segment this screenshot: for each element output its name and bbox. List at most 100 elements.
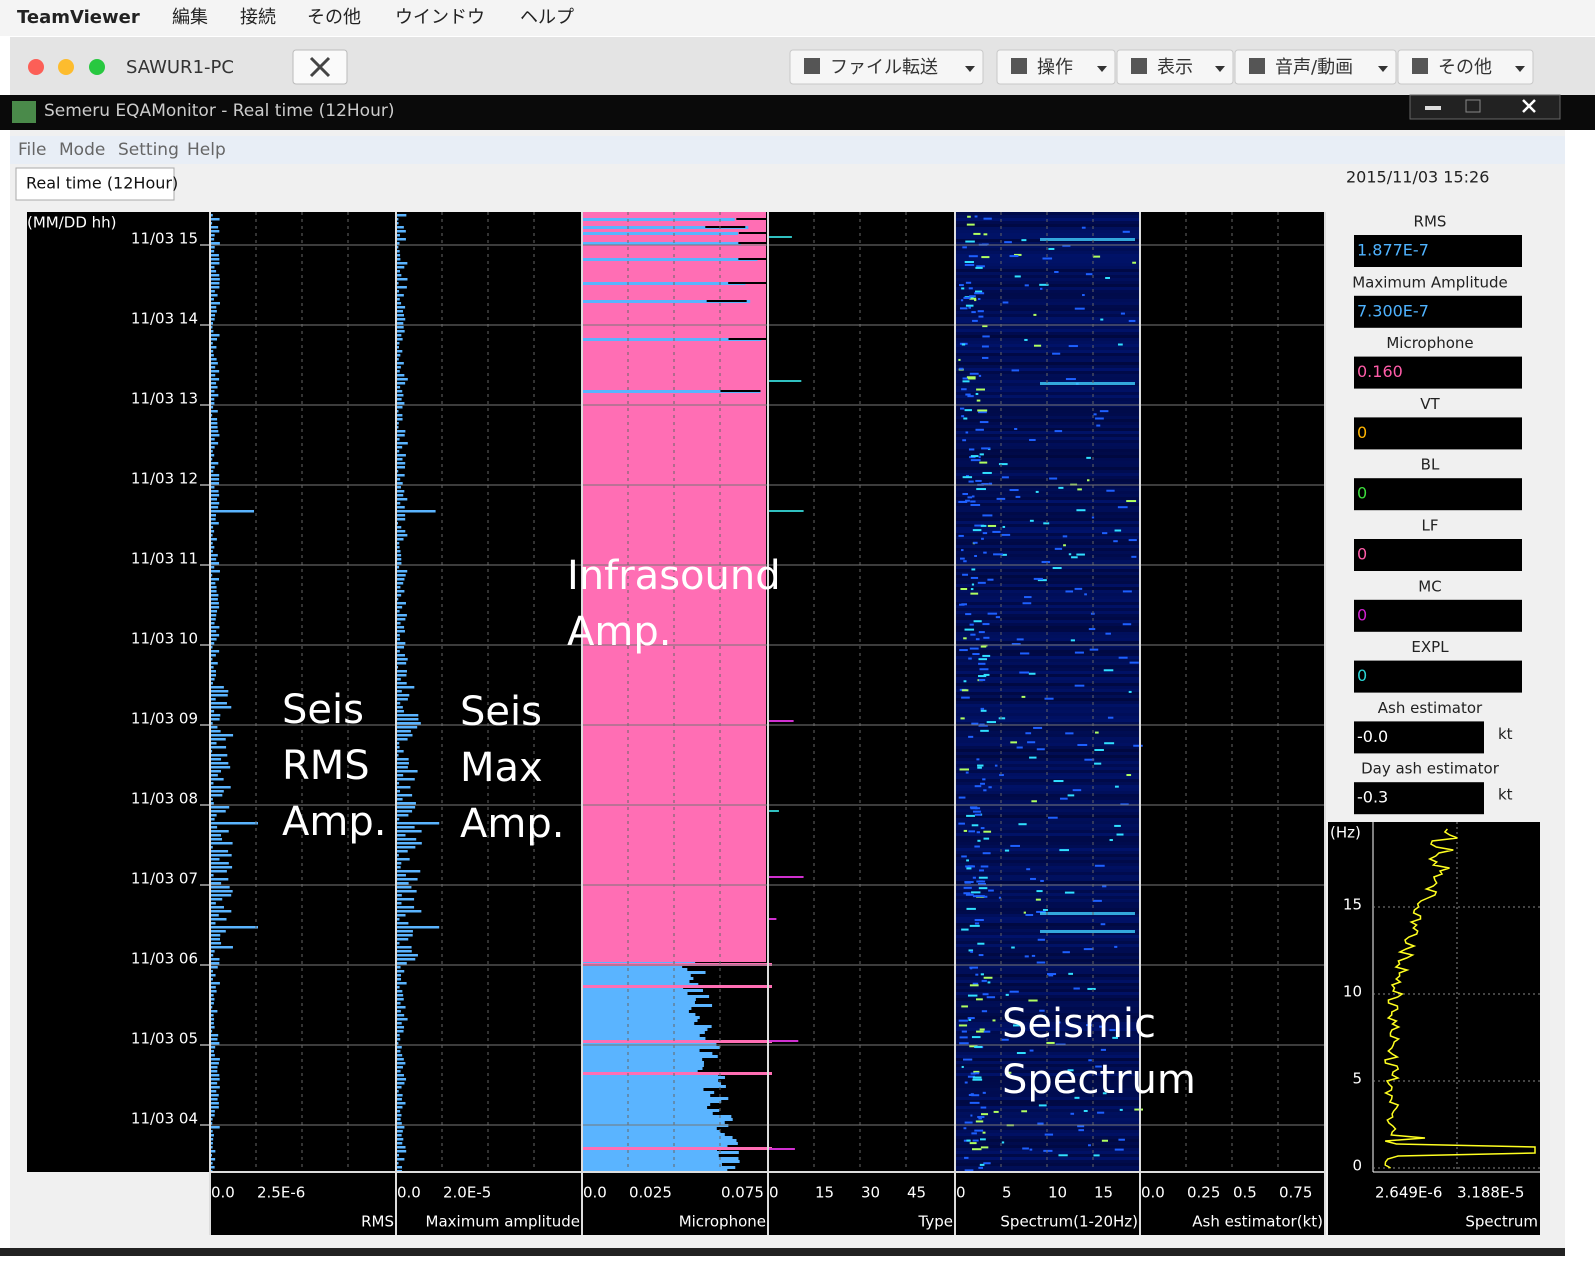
infrasound-row [582,1022,694,1025]
rms-trace [210,494,219,497]
menu-item[interactable]: その他 [307,7,361,28]
app-name[interactable]: TeamViewer [17,7,140,28]
annotation: RMS [282,743,370,789]
close-dot[interactable] [28,59,44,75]
menu-item[interactable]: 編集 [172,7,208,28]
spectrum-speck [973,877,976,879]
spectrum-speck [978,675,986,677]
spectrum-speck [1118,1139,1124,1141]
time-axis-label: (MM/DD hh) [27,214,117,232]
toolbar-button-label[interactable]: 表示 [1157,57,1193,78]
spectrum-speck [972,1036,981,1038]
spectrum-speck [971,1094,979,1096]
spectrum-speck [971,577,978,579]
spectrum-speck [981,538,984,540]
spectrum-speck [962,1066,964,1068]
spectrum-speck [1036,491,1039,493]
spectrum-row [955,845,1140,848]
spectrum-speck [979,456,981,458]
menu-item[interactable]: ヘルプ [520,7,574,28]
menu-item[interactable]: ウインドウ [395,7,485,28]
infrasound-row [582,1034,700,1037]
max-trace [396,794,412,797]
max-trace [396,602,406,605]
toolbar-button-label[interactable]: 操作 [1037,57,1073,78]
spectrum-speck [967,496,972,498]
spectrum-speck [1100,410,1109,412]
infrasound-row [582,1157,738,1160]
toolbar-button-label[interactable]: その他 [1438,57,1492,78]
panel-axis-label: Spectrum(1-20Hz) [1000,1213,1138,1231]
type-mark [768,876,804,878]
rms-trace [210,506,218,509]
max-trace [396,322,403,325]
x-tick-label: 0.0 [1141,1184,1165,1202]
max-trace [396,758,409,761]
spectrum-row [955,719,1140,722]
tab-label[interactable]: Real time (12Hour) [26,174,178,193]
spectrum-speck [1090,649,1099,651]
spectrum-row [955,440,1140,443]
spectrum-row [955,824,1140,827]
max-trace [396,774,403,777]
max-trace [396,946,412,949]
spectrum-speck [962,689,969,691]
infrasound-row [582,1163,722,1166]
spectrum-speck [981,646,987,648]
spectrum-speck [1123,590,1132,592]
spectrum-speck [1021,1110,1027,1112]
spectrum-speck [968,658,972,660]
spectrum-speck [1003,302,1009,304]
spectrum-speck [1011,947,1015,949]
min-dot[interactable] [58,59,74,75]
toolbar-button-label[interactable]: 音声/動画 [1275,57,1353,78]
spectrum-speck [969,448,974,450]
max-trace [396,1074,404,1077]
app-menu-item[interactable]: File [18,140,46,160]
max-trace [396,686,414,689]
readout-label: Microphone [1386,334,1473,352]
infrasound-row [582,998,696,1001]
rms-trace [210,1034,218,1037]
readout-value: 7.300E-7 [1357,301,1429,320]
spectrum-speck [966,859,969,861]
rms-trace [210,938,220,941]
spectrum-speck [974,292,984,294]
spectrum-speck [1020,652,1029,654]
max-trace [396,1030,404,1033]
app-menu-item[interactable]: Setting [118,140,179,160]
max-trace [396,694,409,697]
app-menu-item[interactable]: Help [187,140,226,160]
max-trace [396,442,408,445]
spectrum-speck [967,395,973,397]
spectrum-speck [1069,553,1071,555]
rms-trace [210,490,219,493]
timestamp: 2015/11/03 15:26 [1346,168,1489,187]
spectrum-speck [981,256,989,258]
rms-trace [210,602,219,605]
infrasound-peak [728,282,768,284]
spectrum-speck [959,1042,969,1044]
max-trace [396,806,415,809]
annotation: Seis [282,687,364,733]
spectrum-speck [1077,744,1087,746]
spectrum-speck [973,811,981,813]
spectrum-speck [1022,696,1026,698]
menu-item[interactable]: 接続 [240,7,276,28]
spectrum-speck [1129,320,1136,322]
spectrum-speck [971,455,979,457]
toolbar-button-label[interactable]: ファイル転送 [830,57,938,78]
readout-value: 0 [1357,545,1367,564]
app-menu-item[interactable]: Mode [59,140,105,160]
max-dot[interactable] [89,59,105,75]
spectrum-speck [1101,923,1106,925]
infrasound-row [582,1109,719,1112]
spectrum-speck [981,447,990,449]
max-trace [396,970,404,973]
rms-trace [210,826,217,829]
max-trace [396,330,405,333]
spectrum-speck [1034,578,1043,580]
infrasound-row [582,1142,738,1145]
minimize[interactable] [1425,106,1441,110]
rms-trace [210,606,219,609]
